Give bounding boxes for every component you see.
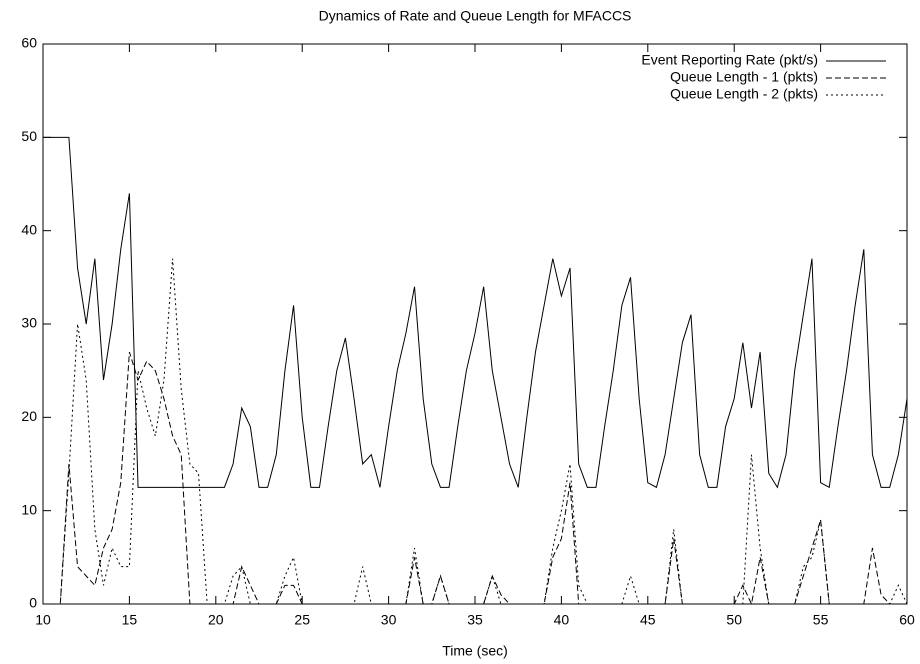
y-tick-label: 30 — [21, 315, 37, 331]
x-tick-label: 50 — [726, 612, 742, 628]
y-tick-label: 60 — [21, 35, 37, 51]
y-tick-label: 20 — [21, 408, 37, 424]
plot-frame — [42, 43, 908, 605]
x-tick-label: 10 — [35, 612, 51, 628]
legend-label: Queue Length - 1 (pkts) — [670, 69, 818, 85]
series-line — [43, 351, 907, 606]
x-tick-label: 25 — [294, 612, 310, 628]
y-tick-label: 0 — [29, 595, 37, 611]
x-tick-label: 35 — [467, 612, 483, 628]
x-tick-label: 30 — [381, 612, 397, 628]
x-tick-label: 60 — [899, 612, 915, 628]
y-tick-label: 50 — [21, 128, 37, 144]
x-tick-label: 40 — [554, 612, 570, 628]
x-tick-label: 20 — [208, 612, 224, 628]
y-tick-label: 40 — [21, 221, 37, 237]
legend-label: Queue Length - 2 (pkts) — [670, 86, 818, 102]
x-tick-label: 15 — [122, 612, 138, 628]
legend-label: Event Reporting Rate (pkt/s) — [641, 52, 818, 68]
series-line — [43, 258, 908, 605]
x-axis-label: Time (sec) — [442, 643, 508, 659]
chart-title: Dynamics of Rate and Queue Length for MF… — [319, 8, 632, 24]
y-tick-label: 10 — [21, 501, 37, 517]
x-tick-label: 45 — [640, 612, 656, 628]
series-line — [43, 136, 908, 489]
x-tick-label: 55 — [813, 612, 829, 628]
